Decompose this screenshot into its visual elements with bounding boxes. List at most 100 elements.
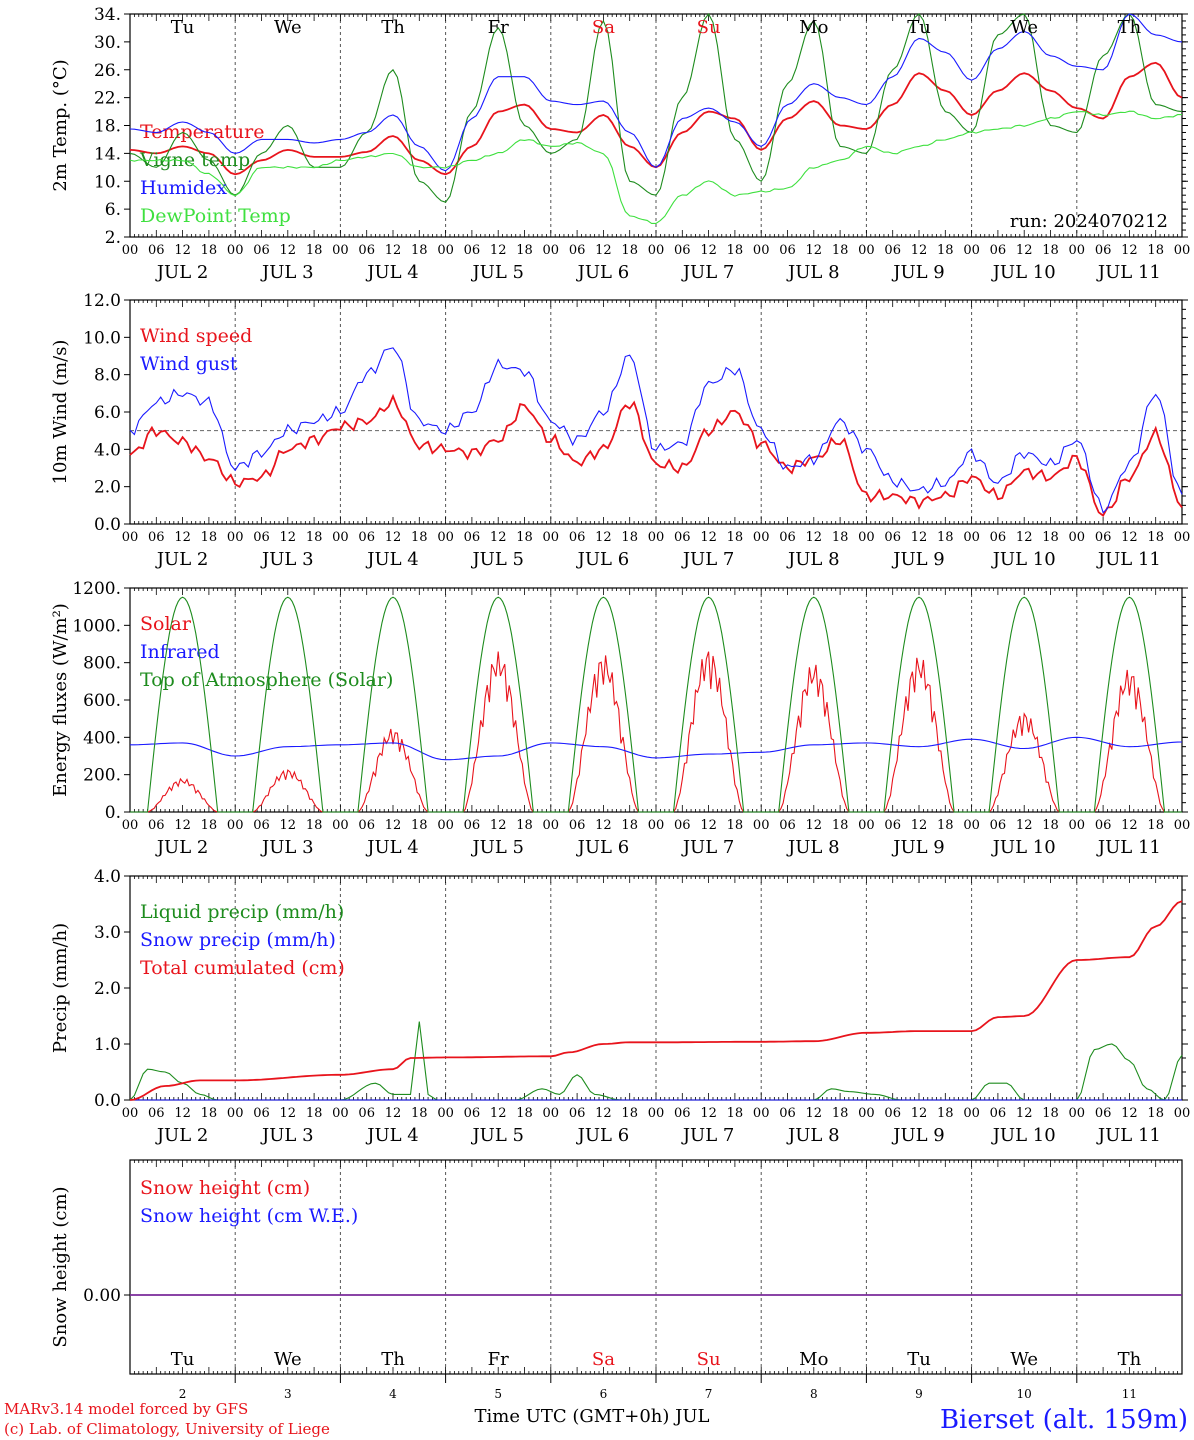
panel-2: 0.0 2.0 4.0 6.0 8.0 10.0 12.0 10m Wind (m/s) 00 0… <box>50 291 1190 570</box>
y-tick-label: 1200. <box>72 579 121 599</box>
y-tick-label: 18. <box>94 117 121 137</box>
hour-tick-label: 12 <box>595 243 612 258</box>
hour-tick-label: 00 <box>753 1106 770 1121</box>
hour-tick-label: 00 <box>227 1106 244 1121</box>
day-name-label: Mo <box>799 1349 828 1370</box>
hour-tick-label: 06 <box>253 818 270 833</box>
hour-tick-label: 18 <box>832 243 849 258</box>
hour-tick-label: 06 <box>464 818 481 833</box>
date-label: JUL 8 <box>786 549 840 570</box>
hour-tick-label: 18 <box>832 818 849 833</box>
day-name-label: Tu <box>171 1349 195 1370</box>
hour-tick-label: 12 <box>1016 243 1033 258</box>
series-line-dewpoint-temp <box>129 110 1182 224</box>
hour-tick-label: 00 <box>648 530 665 545</box>
hour-tick-label: 12 <box>490 818 507 833</box>
hour-tick-label: 18 <box>201 1106 218 1121</box>
legend-entry: Solar <box>140 613 192 635</box>
hour-tick-label: 18 <box>516 530 533 545</box>
hour-tick-label: 06 <box>884 530 901 545</box>
date-label: JUL 11 <box>1096 837 1161 858</box>
hour-tick-label: 00 <box>753 243 770 258</box>
hour-tick-label: 18 <box>411 530 428 545</box>
hour-tick-label: 18 <box>411 243 428 258</box>
hour-tick-label: 06 <box>674 243 691 258</box>
hour-tick-label: 06 <box>1095 530 1112 545</box>
day-name-label: Th <box>1118 1349 1142 1370</box>
hour-tick-label: 06 <box>779 1106 796 1121</box>
hour-tick-label: 06 <box>358 818 375 833</box>
hour-tick-label: 00 <box>963 530 980 545</box>
day-name-label: Sa <box>592 17 615 38</box>
hour-tick-label: 00 <box>122 818 139 833</box>
day-number-label: 9 <box>915 1387 923 1401</box>
hour-tick-label: 06 <box>674 818 691 833</box>
hour-tick-label: 06 <box>358 243 375 258</box>
y-tick-label: 22. <box>94 89 121 109</box>
panel-3: 0. 200. 400. 600. 800. 1000. 1200.Energy fluxe… <box>50 579 1190 858</box>
hour-tick-label: 12 <box>595 530 612 545</box>
hour-tick-label: 12 <box>1016 818 1033 833</box>
hour-tick-label: 00 <box>122 243 139 258</box>
legend-entry: DewPoint Temp <box>140 205 291 227</box>
legend-entry: Humidex <box>140 177 227 199</box>
y-tick-label: 4.0 <box>94 440 121 460</box>
hour-tick-label: 06 <box>1095 243 1112 258</box>
plot-frame <box>129 299 1183 525</box>
hour-tick-label: 18 <box>1147 243 1164 258</box>
hour-tick-label: 06 <box>990 243 1007 258</box>
date-label: JUL 6 <box>576 262 630 283</box>
plot-frame <box>129 587 1183 813</box>
hour-tick-label: 06 <box>148 530 165 545</box>
hour-tick-label: 06 <box>884 818 901 833</box>
hour-tick-label: 12 <box>700 243 717 258</box>
date-label: JUL 7 <box>681 262 735 283</box>
y-tick-label: 0.0 <box>94 1091 121 1111</box>
date-label: JUL 2 <box>155 837 209 858</box>
hour-tick-label: 00 <box>753 818 770 833</box>
hour-tick-label: 00 <box>858 243 875 258</box>
y-tick-label: 26. <box>94 61 121 81</box>
day-number-label: 4 <box>389 1387 397 1401</box>
hour-tick-label: 18 <box>1042 530 1059 545</box>
hour-tick-label: 18 <box>621 530 638 545</box>
hour-tick-label: 06 <box>674 1106 691 1121</box>
hour-tick-label: 12 <box>280 530 297 545</box>
legend-entry: Total cumulated (cm) <box>140 957 345 979</box>
day-number-label: 10 <box>1017 1387 1032 1401</box>
hour-tick-label: 18 <box>306 530 323 545</box>
hour-tick-label: 06 <box>569 530 586 545</box>
hour-tick-label: 12 <box>280 243 297 258</box>
hour-tick-label: 00 <box>1174 1106 1191 1121</box>
day-number-label: 7 <box>705 1387 713 1401</box>
day-name-label: We <box>274 17 302 38</box>
hour-tick-label: 18 <box>411 1106 428 1121</box>
hour-tick-label: 18 <box>1147 818 1164 833</box>
day-name-label: We <box>274 1349 302 1370</box>
hour-tick-label: 18 <box>201 530 218 545</box>
hour-tick-label: 06 <box>990 530 1007 545</box>
hour-tick-label: 06 <box>990 818 1007 833</box>
hour-tick-label: 06 <box>990 1106 1007 1121</box>
hour-tick-label: 18 <box>306 243 323 258</box>
hour-tick-label: 12 <box>911 530 928 545</box>
hour-tick-label: 18 <box>1147 530 1164 545</box>
y-tick-label: 200. <box>83 766 121 786</box>
y-tick-label: 2.0 <box>94 979 121 999</box>
date-label: JUL 6 <box>576 1125 630 1146</box>
hour-tick-label: 18 <box>621 243 638 258</box>
hour-tick-label: 00 <box>963 243 980 258</box>
hour-tick-label: 18 <box>1147 1106 1164 1121</box>
y-tick-label: 3.0 <box>94 923 121 943</box>
hour-tick-label: 00 <box>122 530 139 545</box>
legend-entry: Snow height (cm) <box>140 1177 310 1199</box>
hour-tick-label: 00 <box>1174 243 1191 258</box>
hour-tick-label: 00 <box>858 530 875 545</box>
date-label: JUL 10 <box>991 1125 1056 1146</box>
hour-tick-label: 12 <box>911 818 928 833</box>
date-label: JUL 10 <box>991 837 1056 858</box>
hour-tick-label: 00 <box>227 818 244 833</box>
date-label: JUL 5 <box>470 1125 524 1146</box>
series-line-wind-speed <box>129 393 1183 517</box>
date-label: JUL 5 <box>470 262 524 283</box>
